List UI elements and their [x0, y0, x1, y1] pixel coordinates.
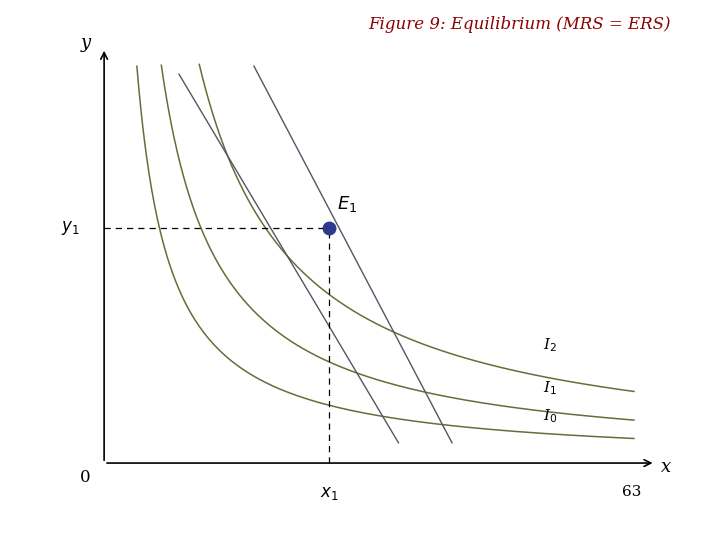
Text: Figure 9: Equilibrium (MRS = ERS): Figure 9: Equilibrium (MRS = ERS): [368, 16, 671, 33]
Text: $E_1$: $E_1$: [337, 194, 357, 214]
Text: 63: 63: [621, 485, 641, 500]
Text: $x_1$: $x_1$: [320, 485, 338, 502]
Text: I$_2$: I$_2$: [543, 337, 557, 354]
Text: I$_1$: I$_1$: [543, 379, 557, 397]
Text: y: y: [81, 33, 91, 52]
Text: $y_1$: $y_1$: [61, 219, 80, 237]
Text: x: x: [661, 458, 671, 476]
Text: 0: 0: [80, 469, 91, 485]
Text: I$_0$: I$_0$: [543, 408, 557, 426]
